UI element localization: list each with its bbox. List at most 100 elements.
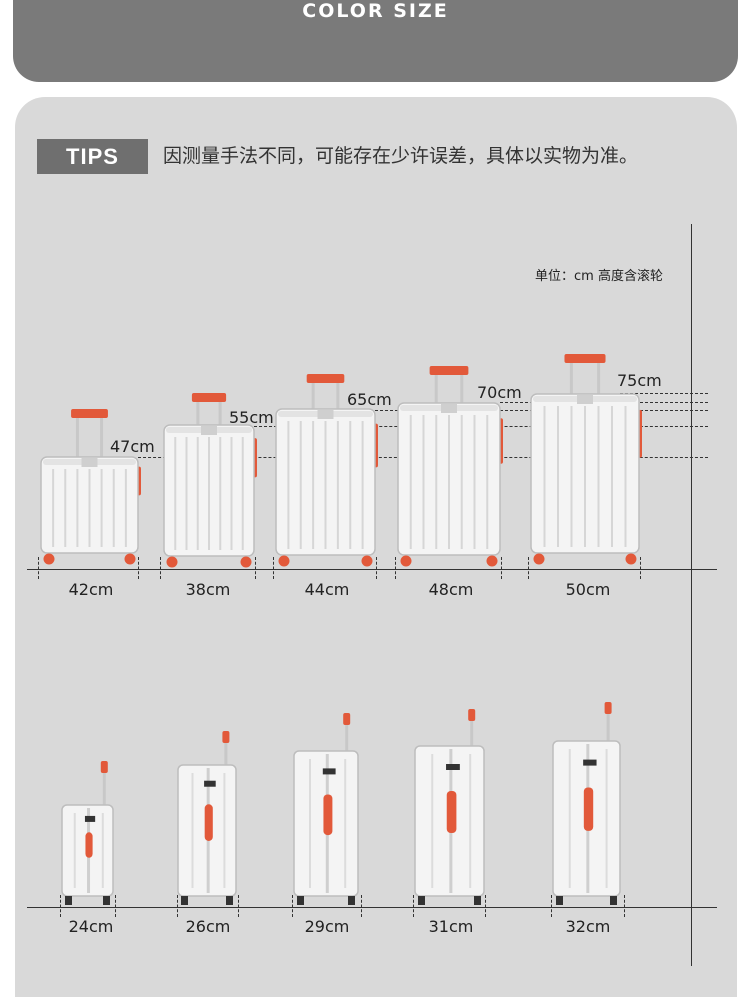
width-label: 38cm xyxy=(185,580,231,599)
side-handle xyxy=(85,832,93,858)
depth-tick xyxy=(60,895,61,917)
wheel xyxy=(278,555,290,567)
wheel xyxy=(43,553,55,565)
depth-tick xyxy=(485,895,486,917)
wheel xyxy=(610,896,617,905)
depth-label: 32cm xyxy=(565,917,611,936)
wheel xyxy=(418,896,425,905)
header-banner: COLOR SIZE xyxy=(13,0,738,82)
handle-socket xyxy=(441,404,457,413)
depth-label: 26cm xyxy=(185,917,231,936)
handle-grip xyxy=(222,731,230,743)
handle-pole-right xyxy=(336,382,340,411)
side-ground-line xyxy=(27,907,717,908)
depth-tick xyxy=(624,895,625,917)
height-label: 75cm xyxy=(617,371,662,390)
handle-grip xyxy=(343,713,351,725)
handle-socket xyxy=(201,426,217,435)
wheel xyxy=(181,896,188,905)
wheel xyxy=(103,896,110,905)
wheel xyxy=(625,553,637,565)
handle-pole xyxy=(345,719,349,757)
handle-pole-left xyxy=(196,401,200,427)
depth-tick xyxy=(115,895,116,917)
width-tick xyxy=(273,557,274,579)
width-tick xyxy=(38,557,39,579)
wheel xyxy=(226,896,233,905)
width-tick xyxy=(376,557,377,579)
wheel xyxy=(533,553,545,565)
wheel xyxy=(474,896,481,905)
side-handle xyxy=(323,794,333,836)
wheel xyxy=(124,553,136,565)
handle-pole-left xyxy=(75,417,79,459)
depth-tick xyxy=(361,895,362,917)
width-label: 48cm xyxy=(428,580,474,599)
handle-socket xyxy=(577,395,593,404)
width-label: 42cm xyxy=(68,580,114,599)
handle-pole-right xyxy=(218,401,222,427)
lock xyxy=(583,759,597,766)
wheel xyxy=(556,896,563,905)
wheel xyxy=(65,896,72,905)
depth-label: 24cm xyxy=(68,917,114,936)
handle-pole xyxy=(470,715,474,752)
handle-grip xyxy=(306,374,345,383)
wheel xyxy=(297,896,304,905)
height-label: 55cm xyxy=(229,408,274,427)
handle-pole xyxy=(606,708,610,747)
side-handle xyxy=(446,791,457,833)
vertical-ruler-line xyxy=(691,224,692,966)
width-tick xyxy=(160,557,161,579)
side-handle xyxy=(583,787,594,831)
width-tick xyxy=(138,557,139,579)
handle-pole-left xyxy=(569,362,573,396)
handle-pole-right xyxy=(460,374,464,405)
handle-grip xyxy=(191,393,227,402)
front-ground-line xyxy=(27,569,717,570)
handle-pole-left xyxy=(434,374,438,405)
handle-pole-left xyxy=(311,382,315,411)
unit-note: 单位：cm 高度含滚轮 xyxy=(535,269,663,284)
lock xyxy=(84,815,96,822)
handle-grip xyxy=(564,354,606,363)
depth-tick xyxy=(413,895,414,917)
width-tick xyxy=(640,557,641,579)
handle-pole-right xyxy=(597,362,601,396)
handle-pole-right xyxy=(100,417,104,459)
height-label: 65cm xyxy=(347,390,392,409)
depth-tick xyxy=(292,895,293,917)
width-tick xyxy=(395,557,396,579)
depth-tick xyxy=(551,895,552,917)
wheel xyxy=(166,556,178,568)
lock xyxy=(322,768,336,775)
height-label: 70cm xyxy=(477,383,522,402)
lock xyxy=(446,764,460,770)
wheel xyxy=(400,555,412,567)
header-title: COLOR SIZE xyxy=(302,0,449,22)
depth-label: 29cm xyxy=(304,917,350,936)
lock xyxy=(204,780,216,787)
height-guide-75 xyxy=(620,393,708,394)
width-tick xyxy=(255,557,256,579)
handle-pole xyxy=(102,767,106,811)
wheel xyxy=(348,896,355,905)
width-tick xyxy=(501,557,502,579)
height-label: 47cm xyxy=(110,437,155,456)
handle-socket xyxy=(81,458,98,467)
wheel xyxy=(240,556,252,568)
wheel xyxy=(486,555,498,567)
handle-grip xyxy=(604,702,612,714)
handle-grip xyxy=(468,709,476,721)
width-label: 44cm xyxy=(304,580,350,599)
width-label: 50cm xyxy=(565,580,611,599)
handle-grip xyxy=(429,366,469,375)
side-handle xyxy=(204,804,213,841)
tips-text: 因测量手法不同，可能存在少许误差，具体以实物为准。 xyxy=(163,145,639,167)
depth-tick xyxy=(238,895,239,917)
width-tick xyxy=(528,557,529,579)
depth-tick xyxy=(177,895,178,917)
wheel xyxy=(361,555,373,567)
handle-pole xyxy=(224,737,228,771)
